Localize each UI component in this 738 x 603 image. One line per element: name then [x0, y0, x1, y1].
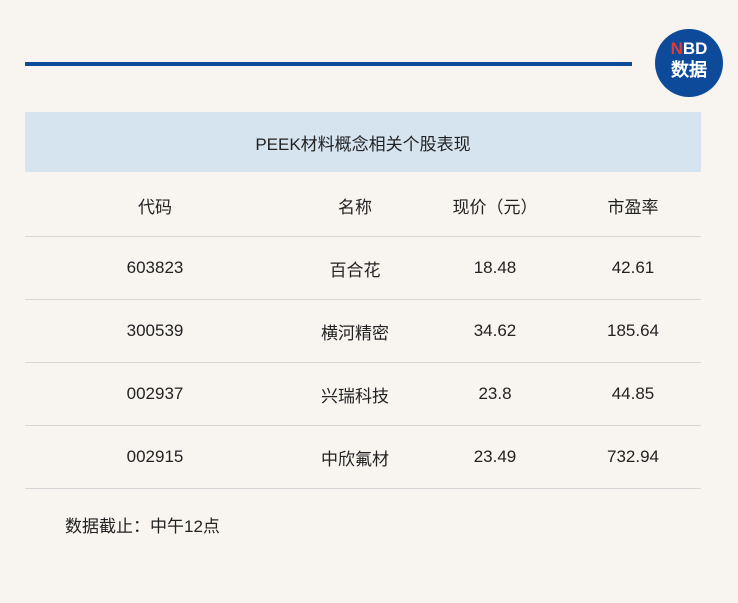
- top-rule: [25, 62, 632, 66]
- data-note: 数据截止：中午12点: [65, 517, 220, 536]
- table-cell: 002937: [126, 384, 184, 403]
- table-cell: 18.48: [473, 258, 517, 277]
- table-cell: 中欣氟材: [321, 449, 389, 469]
- table-header: 代码 名称 现价（元） 市盈率: [25, 174, 701, 237]
- table-row: 300539 横河精密 34.62 185.64: [25, 300, 701, 363]
- nbd-logo: NBD 数据: [655, 29, 723, 97]
- table-cell: 23.8: [478, 384, 512, 403]
- table-cell: 23.49: [473, 447, 517, 466]
- table-cell: 002915: [126, 447, 184, 466]
- table-row: 002937 兴瑞科技 23.8 44.85: [25, 363, 701, 426]
- table-row: 603823 百合花 18.48 42.61: [25, 237, 701, 300]
- table-cell: 34.62: [473, 321, 517, 340]
- table-cell: 兴瑞科技: [321, 386, 389, 406]
- table-cell: 44.85: [611, 384, 655, 403]
- table-cell: 300539: [126, 321, 184, 340]
- table-cell: 732.94: [607, 447, 659, 466]
- table-cell: 名称: [338, 197, 372, 217]
- table-cell: 横河精密: [321, 323, 389, 343]
- table-cell: 代码: [138, 197, 172, 217]
- table-cell: 百合花: [329, 260, 381, 280]
- table-row: 002915 中欣氟材 23.49 732.94: [25, 426, 701, 489]
- table-cell: 185.64: [607, 321, 659, 340]
- table-cell: 603823: [126, 258, 184, 277]
- table-cell: 42.61: [611, 258, 655, 277]
- table-cell: 现价（元）: [452, 197, 538, 217]
- table-title: PEEK材料概念相关个股表现: [25, 112, 701, 172]
- table-cell: 市盈率: [607, 197, 659, 217]
